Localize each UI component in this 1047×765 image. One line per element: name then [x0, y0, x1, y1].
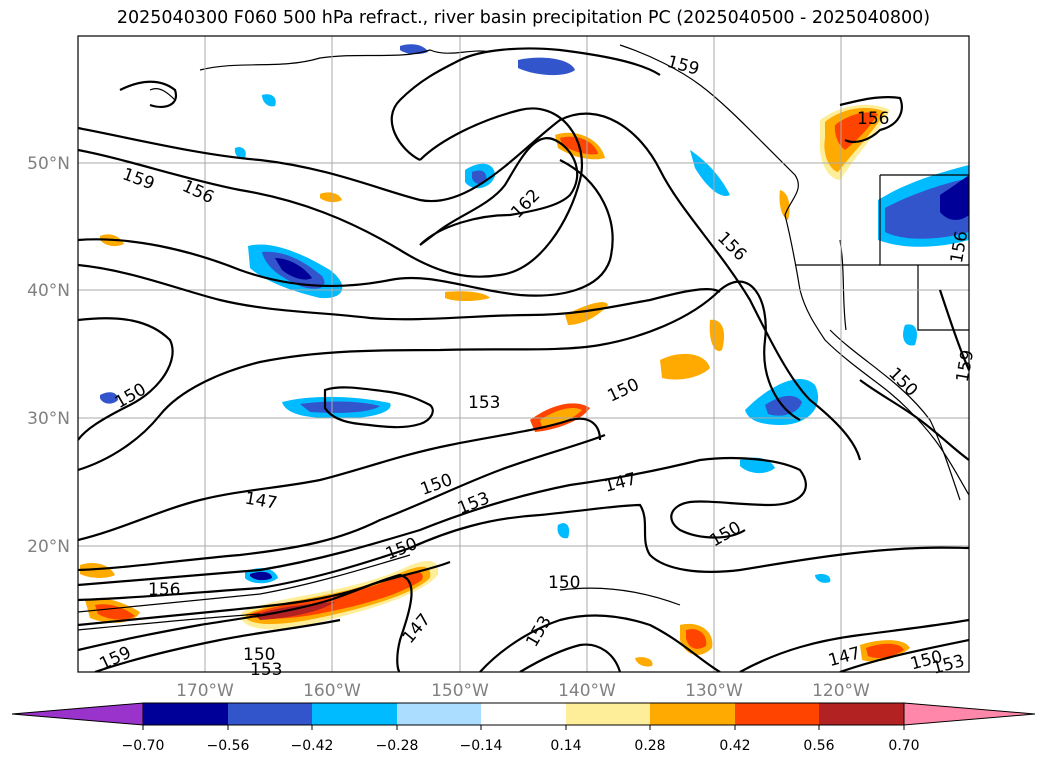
colorbar: −0.70 −0.56 −0.42 −0.28 −0.14 0.14 0.28 … [11, 702, 1036, 754]
lon-label: 170°W [176, 681, 234, 701]
contour-label: 156 [857, 109, 889, 129]
colorbar-tick-label: 0.14 [550, 738, 581, 754]
chart-title: 2025040300 F060 500 hPa refract., river … [116, 8, 931, 28]
lat-label: 20°N [27, 537, 70, 557]
contour-label: 153 [468, 393, 500, 413]
longitude-labels: 170°W 160°W 150°W 140°W 130°W 120°W [176, 681, 870, 701]
height-contours [78, 47, 969, 672]
colorbar-segment [228, 703, 312, 725]
colorbar-tick-label: 0.42 [719, 738, 750, 754]
colorbar-tick-label: 0.56 [803, 738, 834, 754]
colorbar-segment [481, 703, 566, 725]
colorbar-segment [650, 703, 735, 725]
lon-label: 120°W [812, 681, 870, 701]
lat-label: 30°N [27, 409, 70, 429]
contour-label: 150 [548, 573, 580, 593]
lon-label: 160°W [303, 681, 361, 701]
lon-label: 130°W [685, 681, 743, 701]
lat-label: 50°N [27, 154, 70, 174]
colorbar-tick-label: −0.56 [207, 738, 250, 754]
colorbar-tick-label: −0.42 [291, 738, 334, 754]
colorbar-segment [735, 703, 819, 725]
colorbar-segment [819, 703, 904, 725]
contour-label: 159 [953, 348, 978, 383]
colorbar-extend-low [11, 702, 144, 726]
colorbar-segment [143, 703, 228, 725]
lon-label: 140°W [558, 681, 616, 701]
contour-label: 156 [148, 580, 180, 600]
colorbar-tick-label: −0.28 [376, 738, 419, 754]
colorbar-tick-label: −0.14 [460, 738, 503, 754]
latitude-labels: 50°N 40°N 30°N 20°N [27, 154, 70, 557]
contour-label: 153 [250, 660, 282, 680]
lon-label: 150°W [431, 681, 489, 701]
colorbar-tick-label: −0.70 [122, 738, 165, 754]
thin-contours [78, 554, 681, 631]
contour-label: 150 [243, 645, 275, 665]
colorbar-tick-label: 0.28 [634, 738, 665, 754]
graticule [78, 36, 969, 672]
colorbar-tick-label: 0.70 [888, 738, 919, 754]
colorbar-segment [397, 703, 481, 725]
map-border [77, 35, 970, 673]
lat-label: 40°N [27, 281, 70, 301]
colorbar-extend-high [903, 702, 1036, 726]
colorbar-segment [312, 703, 397, 725]
colorbar-segment [566, 703, 650, 725]
